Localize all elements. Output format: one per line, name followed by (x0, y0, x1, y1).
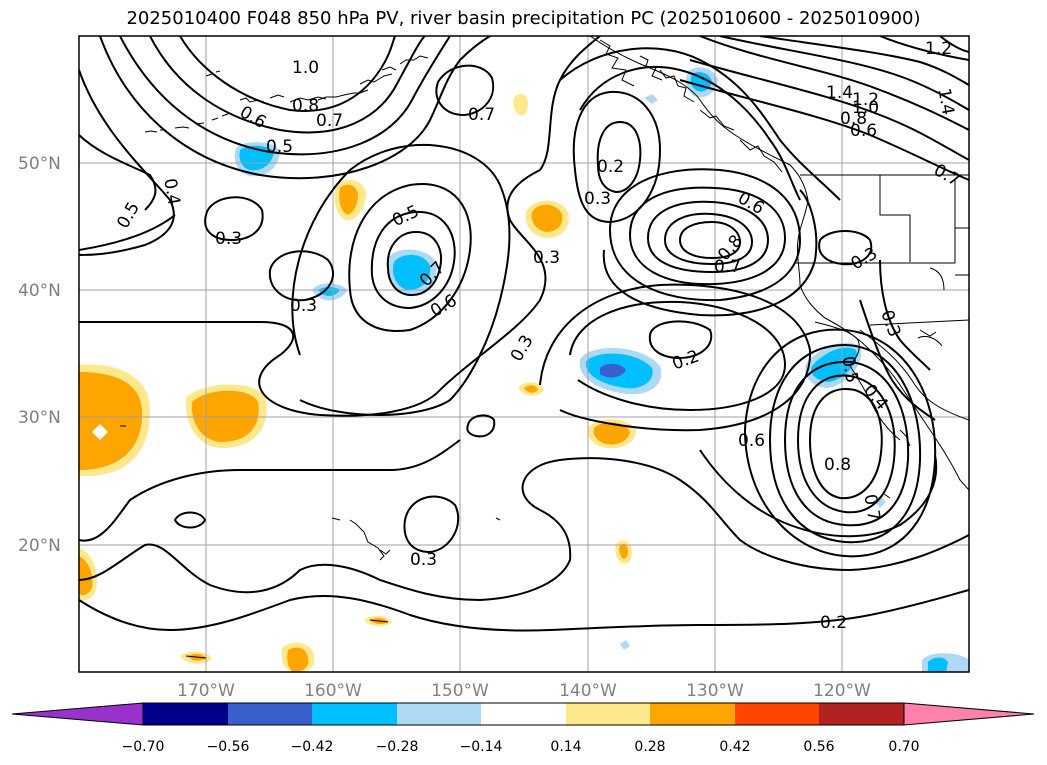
precipitation-shading (79, 67, 969, 672)
colorbar: −0.70 −0.56 −0.42 −0.28 −0.14 0.14 0.28 … (11, 702, 1035, 755)
colorbar-tick-label: 0.14 (550, 739, 581, 755)
colorbar-extend-low (11, 702, 144, 726)
colorbar-tick-label: 0.28 (634, 739, 665, 755)
shade-orange (531, 204, 563, 232)
contour-label: 0.5 (113, 199, 144, 232)
shade-light-blue (644, 94, 658, 104)
colorbar-segment (735, 703, 819, 725)
lat-label: 30°N (18, 408, 61, 428)
shade-orange (619, 544, 628, 559)
lon-label: 140°W (559, 681, 617, 701)
contour-label: 0.8 (840, 109, 867, 129)
contour-label: 1.0 (852, 98, 879, 118)
map-title: 2025010400 F048 850 hPa PV, river basin … (126, 8, 921, 29)
contour-label: 1.4 (826, 83, 853, 103)
contour-labels: 1.0 0.8 0.6 0.7 0.5 0.4 0.5 0.3 0.3 0.5 … (113, 39, 963, 633)
latitude-labels: 50°N 40°N 30°N 20°N (18, 154, 61, 556)
contour-label: 0.3 (533, 248, 560, 268)
contour-label: 0.6 (236, 102, 269, 133)
contour-label: 0.7 (714, 257, 741, 277)
contour-label: 1.2 (852, 90, 879, 110)
contour-label: 0.2 (820, 613, 847, 633)
contour-label: 0.6 (738, 431, 765, 451)
contour-label: 0.4 (859, 381, 892, 415)
lat-label: 40°N (18, 281, 61, 301)
colorbar-tick-label: −0.28 (376, 739, 419, 755)
shade-orange (287, 647, 309, 672)
contour-label: 0.6 (850, 121, 877, 141)
contour-label: 0.5 (389, 201, 422, 231)
colorbar-segment (819, 703, 904, 725)
contour-label: 0.5 (837, 355, 861, 385)
contour-label: 0.2 (597, 157, 624, 177)
lon-label: 150°W (431, 681, 489, 701)
contour-label: 1.0 (292, 58, 319, 78)
lat-label: 50°N (18, 154, 61, 174)
contour-label: 0.3 (507, 332, 538, 365)
colorbar-segment (650, 703, 735, 725)
contour-label: 0.3 (876, 308, 904, 340)
colorbar-extend-high (903, 702, 1035, 726)
contour-label: 0.3 (290, 296, 317, 316)
contour-label: 0.7 (468, 105, 495, 125)
contour-label: 0.3 (848, 244, 881, 275)
shade-deep-sky (811, 347, 857, 382)
contour-label: 0.2 (670, 346, 702, 374)
lon-label: 170°W (177, 681, 235, 701)
lon-label: 120°W (813, 681, 871, 701)
shade-royal-blue (600, 363, 626, 378)
colorbar-tick-label: −0.70 (122, 739, 165, 755)
contour-label: 0.5 (266, 137, 293, 157)
shade-pale-yellow (513, 94, 528, 116)
contour-label: 1.2 (925, 39, 952, 59)
shade-orange (79, 372, 143, 470)
colorbar-tick-label: −0.56 (207, 739, 250, 755)
colorbar-tick-label: 0.56 (803, 739, 834, 755)
shade-light-blue (620, 640, 630, 650)
shade-orange (79, 556, 93, 596)
shade-orange (593, 422, 630, 445)
contour-label: 0.3 (215, 229, 242, 249)
shade-deep-sky (928, 657, 948, 672)
longitude-labels: 170°W 160°W 150°W 140°W 130°W 120°W (177, 681, 871, 701)
contour-label: 1.4 (933, 87, 957, 117)
shade-orange (524, 385, 538, 393)
lon-label: 130°W (686, 681, 744, 701)
colorbar-segment (566, 703, 650, 725)
contour-label: 0.8 (824, 455, 851, 475)
graticule (79, 36, 969, 672)
shade-orange (339, 184, 358, 215)
colorbar-tick-label: −0.42 (291, 739, 334, 755)
colorbar-segment (143, 703, 228, 725)
colorbar-tick-label: −0.14 (460, 739, 503, 755)
contour-label: 0.4 (159, 177, 183, 207)
contour-label: 0.3 (410, 550, 437, 570)
shade-orange (191, 390, 259, 442)
colorbar-tick-label: 0.42 (719, 739, 750, 755)
colorbar-tick-label: 0.70 (888, 739, 919, 755)
contour-label: 0.7 (316, 111, 343, 131)
contour-label: 0.8 (292, 96, 319, 116)
contour-label: 0.7 (859, 493, 883, 523)
shade-light-blue (874, 496, 886, 508)
colorbar-segment (228, 703, 312, 725)
colorbar-segment (397, 703, 481, 725)
lon-label: 160°W (304, 681, 362, 701)
map-frame (78, 35, 970, 673)
colorbar-segment (481, 703, 566, 725)
shade-deep-sky (392, 254, 431, 290)
colorbar-segment (312, 703, 397, 725)
lat-label: 20°N (18, 536, 61, 556)
coastlines (120, 36, 969, 659)
contour-label: 0.6 (734, 188, 767, 219)
shade-deep-sky (318, 287, 340, 296)
contour-label: 0.6 (427, 291, 460, 322)
pv-contours (79, 36, 969, 632)
contour-label: 0.3 (584, 189, 611, 209)
